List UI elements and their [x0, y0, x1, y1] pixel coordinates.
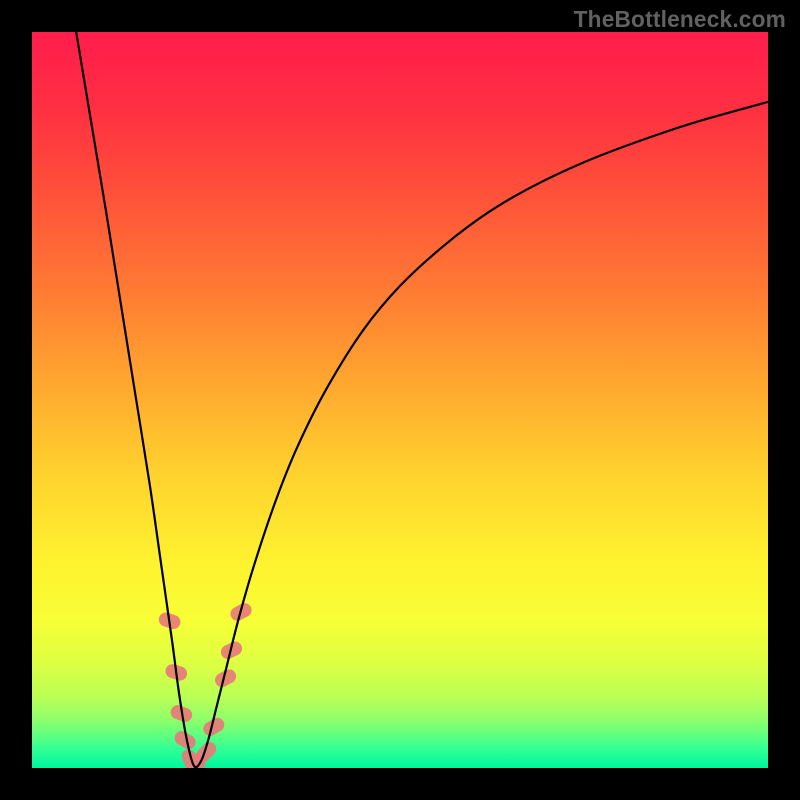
bottleneck-curve-chart [32, 32, 768, 768]
chart-container: TheBottleneck.com [0, 0, 800, 800]
plot-area [32, 32, 768, 768]
gradient-background [32, 32, 768, 768]
watermark-text: TheBottleneck.com [574, 6, 786, 33]
